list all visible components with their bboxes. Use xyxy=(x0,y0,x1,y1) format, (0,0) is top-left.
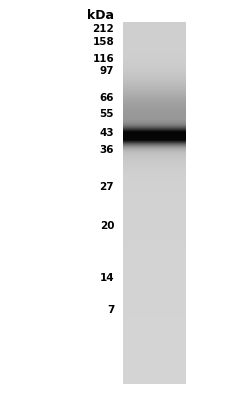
Text: 66: 66 xyxy=(99,93,114,103)
Text: 20: 20 xyxy=(99,221,114,231)
Text: 27: 27 xyxy=(99,182,114,192)
Text: 97: 97 xyxy=(99,66,114,76)
Text: 36: 36 xyxy=(99,145,114,155)
Text: 212: 212 xyxy=(92,24,114,34)
Text: 14: 14 xyxy=(99,273,114,283)
Text: kDa: kDa xyxy=(87,9,114,22)
Text: 43: 43 xyxy=(99,128,114,138)
Text: 55: 55 xyxy=(99,109,114,119)
Text: 7: 7 xyxy=(106,305,114,315)
Text: 158: 158 xyxy=(92,37,114,47)
Text: 116: 116 xyxy=(92,54,114,64)
